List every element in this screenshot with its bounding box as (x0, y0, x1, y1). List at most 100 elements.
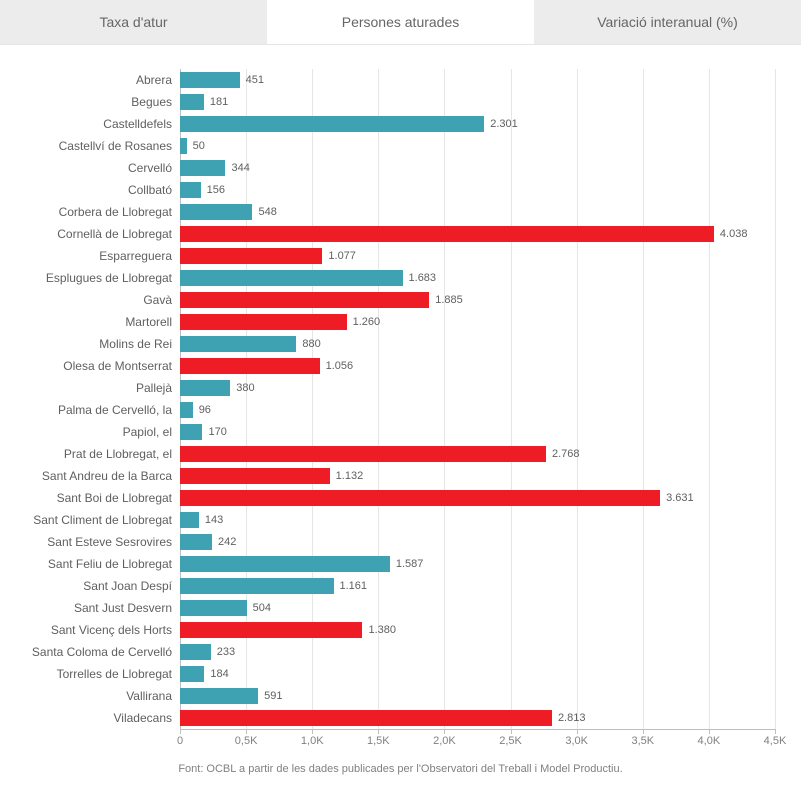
bar-row: Martorell1.260 (180, 311, 775, 333)
value-label: 1.132 (330, 470, 364, 482)
category-label: Sant Vicenç dels Horts (0, 623, 180, 637)
tabs: Taxa d'atur Persones aturades Variació i… (0, 0, 801, 45)
bar[interactable] (180, 292, 429, 307)
bar[interactable] (180, 710, 552, 725)
bar-row: Sant Joan Despí1.161 (180, 575, 775, 597)
x-tick-label: 0 (177, 735, 183, 747)
bar[interactable] (180, 556, 390, 571)
value-label: 1.260 (347, 316, 381, 328)
value-label: 880 (296, 338, 320, 350)
category-label: Abrera (0, 73, 180, 87)
x-tick-label: 3,0K (565, 735, 588, 747)
category-label: Begues (0, 95, 180, 109)
bar[interactable] (180, 248, 322, 263)
x-tick (444, 729, 445, 734)
bar[interactable] (180, 336, 296, 351)
category-label: Sant Andreu de la Barca (0, 469, 180, 483)
bar[interactable] (180, 116, 484, 131)
tab-variacio-interanual[interactable]: Variació interanual (%) (534, 0, 801, 44)
category-label: Martorell (0, 315, 180, 329)
bar[interactable] (180, 94, 204, 109)
x-tick (643, 729, 644, 734)
category-label: Sant Esteve Sesrovires (0, 535, 180, 549)
category-label: Corbera de Llobregat (0, 205, 180, 219)
bar-row: Abrera451 (180, 69, 775, 91)
bar[interactable] (180, 600, 247, 615)
value-label: 2.813 (552, 712, 586, 724)
value-label: 3.631 (660, 492, 694, 504)
x-tick-label: 1,5K (367, 735, 390, 747)
value-label: 242 (212, 536, 236, 548)
bar-row: Pallejà380 (180, 377, 775, 399)
bar[interactable] (180, 314, 347, 329)
value-label: 1.587 (390, 558, 424, 570)
tab-taxa-atur[interactable]: Taxa d'atur (0, 0, 267, 44)
category-label: Cervelló (0, 161, 180, 175)
x-tick-label: 1,0K (301, 735, 324, 747)
x-tick-label: 4,0K (698, 735, 721, 747)
category-label: Vallirana (0, 689, 180, 703)
bar[interactable] (180, 424, 202, 439)
bar[interactable] (180, 688, 258, 703)
bar-row: Palma de Cervelló, la96 (180, 399, 775, 421)
bar[interactable] (180, 358, 320, 373)
tab-persones-aturades[interactable]: Persones aturades (267, 0, 534, 44)
category-label: Sant Feliu de Llobregat (0, 557, 180, 571)
x-tick (246, 729, 247, 734)
bar-row: Begues181 (180, 91, 775, 113)
bar[interactable] (180, 512, 199, 527)
source-note: Font: OCBL a partir de les dades publica… (0, 735, 801, 785)
value-label: 50 (187, 140, 205, 152)
bar[interactable] (180, 666, 204, 681)
bar[interactable] (180, 72, 240, 87)
bar-row: Collbató156 (180, 179, 775, 201)
bar[interactable] (180, 138, 187, 153)
category-label: Collbató (0, 183, 180, 197)
bar[interactable] (180, 446, 546, 461)
bar-row: Sant Boi de Llobregat3.631 (180, 487, 775, 509)
bar-row: Torrelles de Llobregat184 (180, 663, 775, 685)
category-label: Esplugues de Llobregat (0, 271, 180, 285)
category-label: Prat de Llobregat, el (0, 447, 180, 461)
bar-row: Viladecans2.813 (180, 707, 775, 729)
category-label: Sant Climent de Llobregat (0, 513, 180, 527)
x-tick (577, 729, 578, 734)
bar[interactable] (180, 490, 660, 505)
bar-row: Esparreguera1.077 (180, 245, 775, 267)
category-label: Sant Just Desvern (0, 601, 180, 615)
bar[interactable] (180, 534, 212, 549)
bar[interactable] (180, 182, 201, 197)
bar-row: Molins de Rei880 (180, 333, 775, 355)
value-label: 1.380 (362, 624, 396, 636)
bar[interactable] (180, 402, 193, 417)
bar[interactable] (180, 270, 403, 285)
value-label: 548 (252, 206, 276, 218)
x-tick (312, 729, 313, 734)
bar[interactable] (180, 160, 225, 175)
bar-row: Sant Andreu de la Barca1.132 (180, 465, 775, 487)
category-label: Molins de Rei (0, 337, 180, 351)
value-label: 2.768 (546, 448, 580, 460)
bar-row: Sant Just Desvern504 (180, 597, 775, 619)
bar-row: Corbera de Llobregat548 (180, 201, 775, 223)
bar-row: Cervelló344 (180, 157, 775, 179)
bar[interactable] (180, 622, 362, 637)
bar[interactable] (180, 226, 714, 241)
bar-row: Castelldefels2.301 (180, 113, 775, 135)
value-label: 233 (211, 646, 235, 658)
bar[interactable] (180, 578, 334, 593)
value-label: 1.161 (334, 580, 368, 592)
x-tick-label: 2,0K (433, 735, 456, 747)
bar[interactable] (180, 204, 252, 219)
category-label: Viladecans (0, 711, 180, 725)
bar[interactable] (180, 468, 330, 483)
category-label: Sant Joan Despí (0, 579, 180, 593)
bar-row: Prat de Llobregat, el2.768 (180, 443, 775, 465)
bar[interactable] (180, 380, 230, 395)
x-tick-label: 0,5K (235, 735, 258, 747)
category-label: Santa Coloma de Cervelló (0, 645, 180, 659)
value-label: 451 (240, 74, 264, 86)
bar-row: Esplugues de Llobregat1.683 (180, 267, 775, 289)
bar-row: Gavà1.885 (180, 289, 775, 311)
bar[interactable] (180, 644, 211, 659)
